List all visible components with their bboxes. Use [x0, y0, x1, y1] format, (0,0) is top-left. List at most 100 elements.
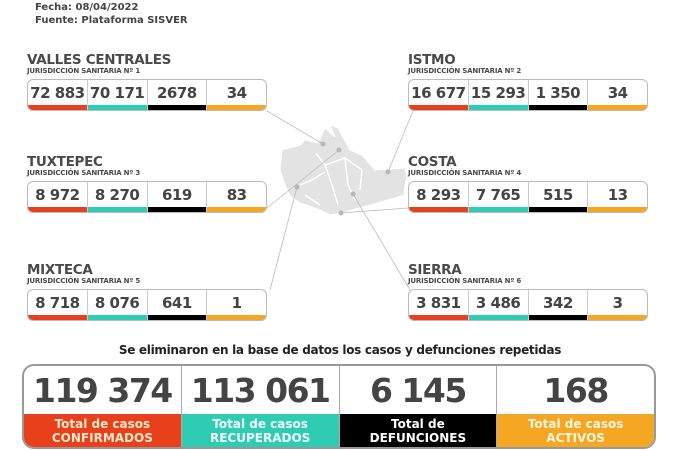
total-recuperados: 113 061 Total de casos RECUPERADOS [181, 366, 340, 447]
region-name: SIERRA [408, 262, 462, 278]
stat-value: 72 883 [30, 83, 85, 102]
color-bar [588, 105, 647, 110]
color-bar [207, 315, 266, 320]
stat-confirmados: 72 883 [28, 80, 88, 110]
region-name: VALLES CENTRALES [27, 52, 172, 68]
total-value: 168 [543, 370, 609, 410]
stat-activos: 13 [588, 182, 647, 212]
color-bar [468, 207, 528, 212]
stat-value: 15 293 [470, 83, 526, 102]
color-bar [147, 105, 207, 110]
stat-defunciones: 619 [147, 182, 208, 212]
region-stats: 72 883 70 171 2678 34 [27, 79, 267, 111]
stat-activos: 34 [207, 80, 266, 110]
color-bar [207, 207, 266, 212]
stat-value: 641 [161, 293, 192, 312]
stat-value: 8 972 [35, 185, 80, 204]
color-bar [468, 315, 528, 320]
total-value: 6 145 [369, 370, 467, 410]
total-label: Total de casos CONFIRMADOS [24, 414, 181, 447]
color-bar [28, 105, 87, 110]
stat-value: 619 [161, 185, 192, 204]
stat-value: 34 [226, 83, 247, 102]
stat-value: 1 350 [535, 83, 581, 102]
color-bar [147, 315, 207, 320]
stat-value: 342 [542, 293, 573, 312]
region-stats: 3 831 3 486 342 3 [408, 289, 648, 321]
header: Fecha: 08/04/2022 Fuente: Plataforma SIS… [35, 1, 188, 27]
stat-value: 83 [226, 185, 247, 204]
connector-lines [266, 110, 414, 291]
color-bar [147, 207, 207, 212]
stat-value: 7 765 [475, 185, 521, 204]
color-bar [588, 207, 647, 212]
region-name: COSTA [408, 154, 457, 170]
stat-confirmados: 3 831 [409, 290, 469, 320]
region-jurisdiction: JURISDICCIÓN SANITARIA Nº 3 [27, 169, 140, 177]
stat-defunciones: 1 350 [528, 80, 589, 110]
fuente: Fuente: Plataforma SISVER [35, 15, 188, 26]
color-bar [87, 315, 147, 320]
color-bar [87, 105, 147, 110]
total-value: 119 374 [32, 370, 173, 410]
note: Se eliminaron en la base de datos los ca… [118, 343, 562, 357]
color-bar [28, 315, 87, 320]
stat-value: 8 270 [94, 185, 140, 204]
total-label: Total de casos RECUPERADOS [181, 414, 339, 447]
stat-recuperados: 3 486 [468, 290, 529, 320]
total-defunciones: 6 145 Total de DEFUNCIONES [339, 366, 498, 447]
region-panel: COSTA JURISDICCIÓN SANITARIA Nº 4 8 293 7 7… [408, 155, 648, 213]
color-bar [409, 315, 468, 320]
total-activos: 168 Total de casos ACTIVOS [497, 366, 654, 447]
region-name: TUXTEPEC [27, 154, 103, 170]
region-jurisdiction: JURISDICCIÓN SANITARIA Nº 6 [408, 277, 521, 285]
stat-confirmados: 16 677 [409, 80, 469, 110]
stat-value: 8 718 [35, 293, 80, 312]
stat-activos: 1 [207, 290, 266, 320]
stat-confirmados: 8 972 [28, 182, 88, 212]
stat-defunciones: 342 [528, 290, 589, 320]
region-name: ISTMO [408, 52, 456, 68]
total-confirmados: 119 374 Total de casos CONFIRMADOS [24, 366, 182, 447]
total-label: Total de casos ACTIVOS [497, 414, 654, 447]
color-bar [409, 105, 468, 110]
stat-recuperados: 70 171 [87, 80, 148, 110]
map-borders [299, 152, 363, 206]
stat-activos: 34 [588, 80, 647, 110]
color-bar [409, 207, 468, 212]
stat-recuperados: 8 076 [87, 290, 148, 320]
map-points [294, 141, 391, 216]
region-stats: 8 718 8 076 641 1 [27, 289, 267, 321]
stat-value: 3 486 [475, 293, 521, 312]
stat-defunciones: 2678 [147, 80, 208, 110]
stat-defunciones: 515 [528, 182, 589, 212]
map-shape [279, 124, 408, 216]
total-value: 113 061 [190, 370, 331, 410]
region-jurisdiction: JURISDICCIÓN SANITARIA Nº 1 [27, 67, 140, 75]
stat-confirmados: 8 718 [28, 290, 88, 320]
region-name: MIXTECA [27, 262, 93, 278]
stat-value: 34 [607, 83, 628, 102]
stat-confirmados: 8 293 [409, 182, 469, 212]
color-bar [468, 105, 528, 110]
total-label: Total de DEFUNCIONES [339, 414, 497, 447]
region-jurisdiction: JURISDICCIÓN SANITARIA Nº 5 [27, 277, 140, 285]
stat-value: 13 [607, 185, 628, 204]
stat-defunciones: 641 [147, 290, 208, 320]
stat-value: 8 293 [416, 185, 461, 204]
stat-value: 16 677 [411, 83, 466, 102]
fecha: Fecha: 08/04/2022 [35, 2, 139, 13]
stat-recuperados: 15 293 [468, 80, 529, 110]
region-panel: ISTMO JURISDICCIÓN SANITARIA Nº 2 16 677 15… [408, 53, 648, 111]
stat-value: 70 171 [89, 83, 145, 102]
stat-value: 1 [231, 293, 242, 312]
color-bar [207, 105, 266, 110]
region-stats: 8 293 7 765 515 13 [408, 181, 648, 213]
stat-value: 3 [612, 293, 623, 312]
totals-panel: 119 374 Total de casos CONFIRMADOS 113 061… [22, 364, 656, 449]
stat-value: 2678 [157, 83, 197, 102]
region-panel: TUXTEPEC JURISDICCIÓN SANITARIA Nº 3 8 972… [27, 155, 267, 213]
color-bar [28, 207, 87, 212]
color-bar [528, 105, 588, 110]
